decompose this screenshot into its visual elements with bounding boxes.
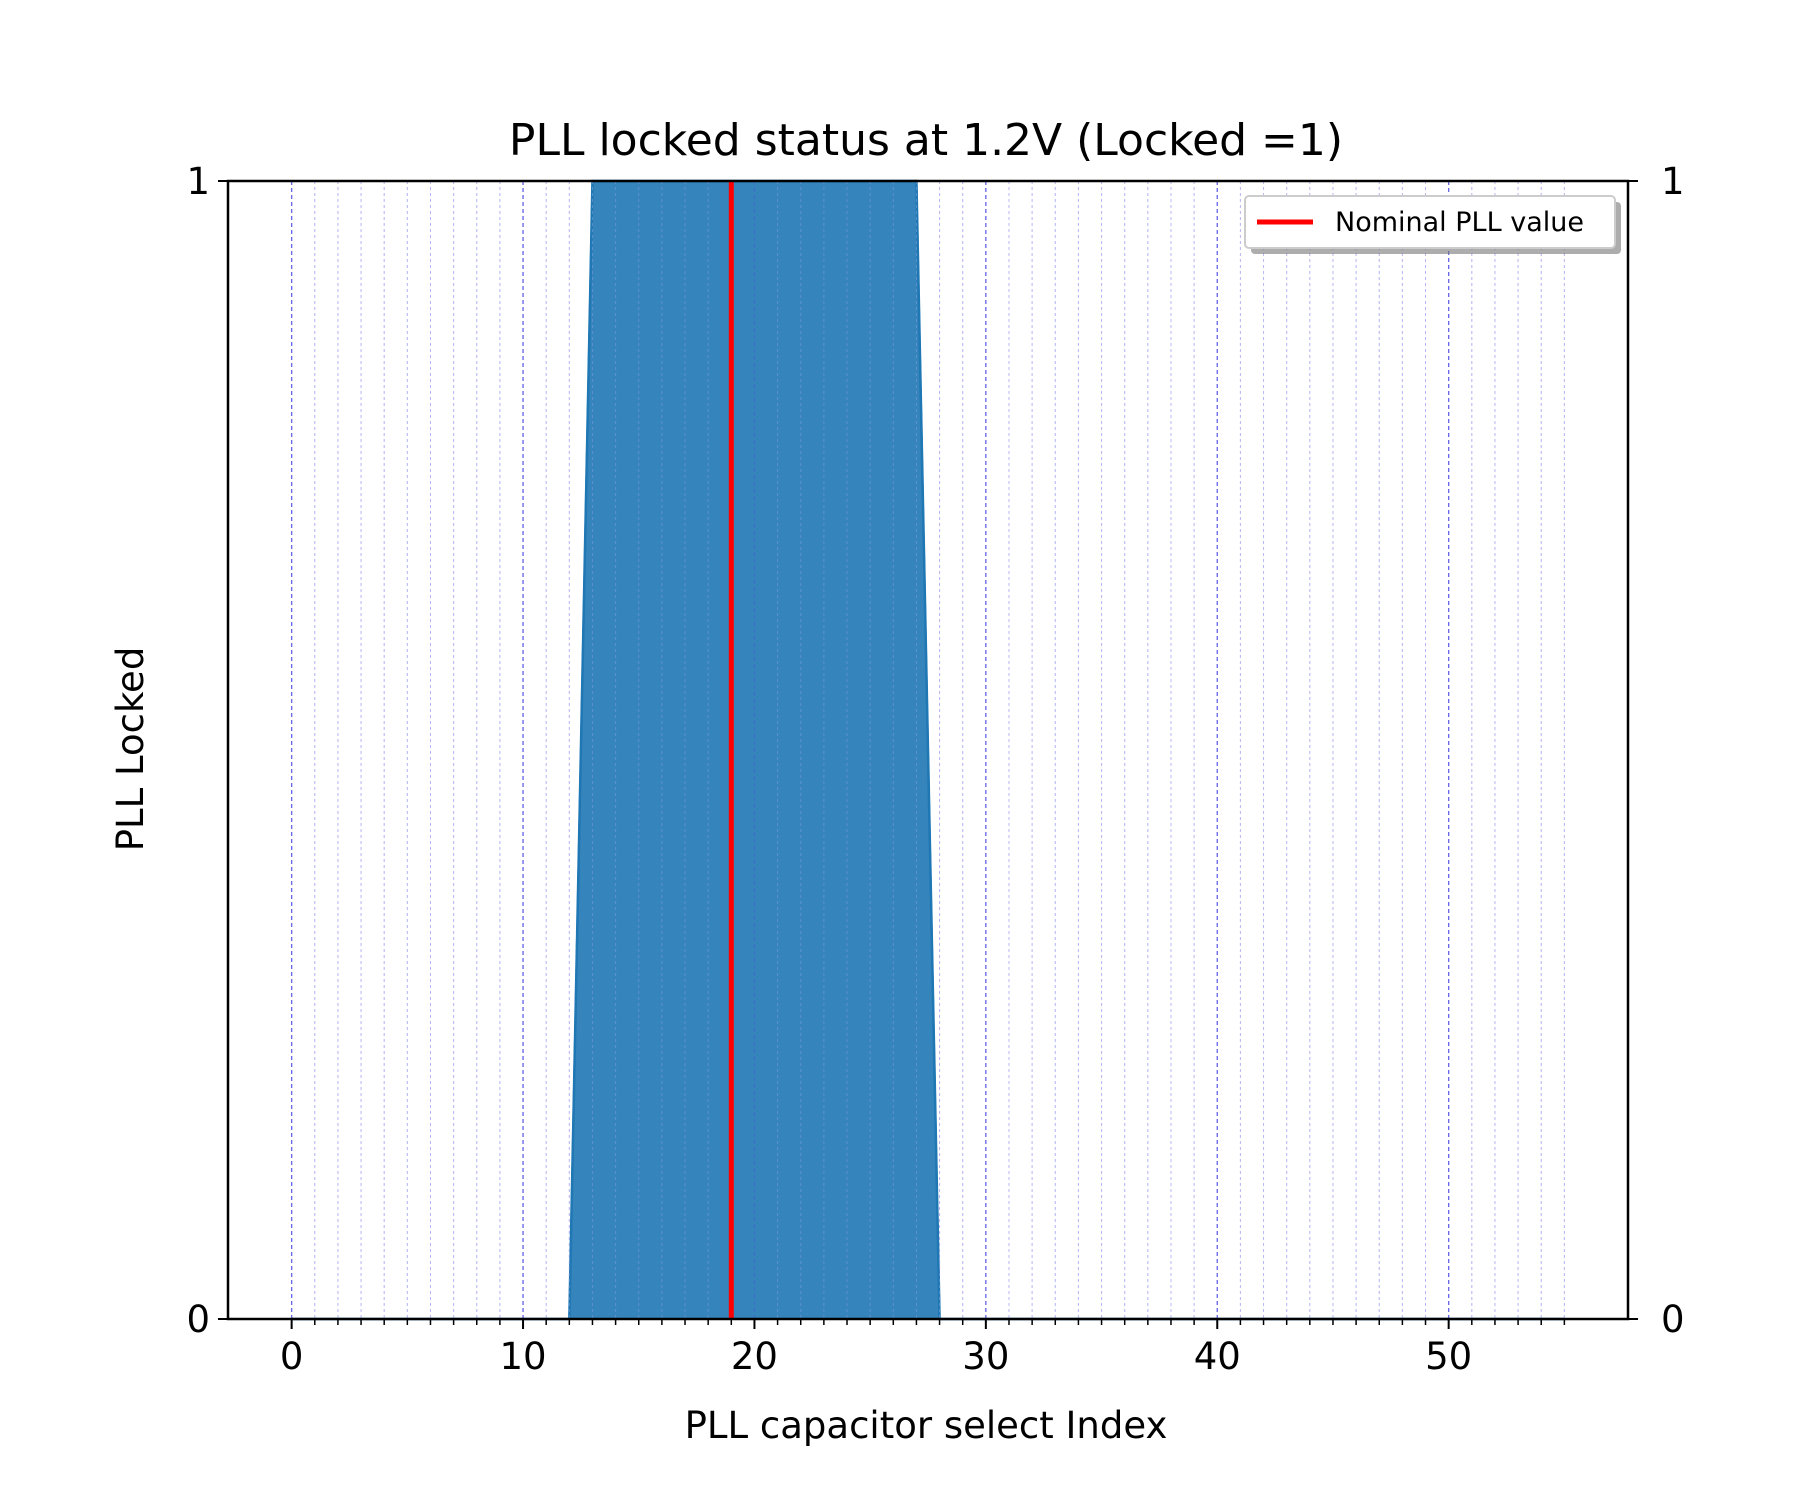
axes-frame xyxy=(226,179,1630,1321)
legend-label: Nominal PLL value xyxy=(1335,207,1584,238)
x-tick-label: 20 xyxy=(731,1335,778,1378)
y-axis-label: PLL Locked xyxy=(109,647,152,852)
y-tick-label-left: 1 xyxy=(186,160,210,203)
axes-layer: 0 10 20 30 40 50 0 0 1 1 xyxy=(186,160,1684,1378)
x-tick-label: 0 xyxy=(280,1335,304,1378)
x-tick-label: 50 xyxy=(1425,1335,1472,1378)
y-tick-label-right: 0 xyxy=(1661,1298,1685,1341)
overlay-grid-layer xyxy=(290,181,1565,1319)
x-tick-label: 30 xyxy=(962,1335,1009,1378)
x-tick-label: 10 xyxy=(499,1335,546,1378)
legend-box xyxy=(1244,195,1616,249)
x-tick-label: 40 xyxy=(1194,1335,1241,1378)
y-tick-label-right: 1 xyxy=(1661,160,1685,203)
chart-title: PLL locked status at 1.2V (Locked =1) xyxy=(509,115,1343,166)
legend-layer: Nominal PLL value xyxy=(1244,195,1621,254)
x-axis-label: PLL capacitor select Index xyxy=(685,1404,1168,1447)
y-tick-label-left: 0 xyxy=(186,1298,210,1341)
